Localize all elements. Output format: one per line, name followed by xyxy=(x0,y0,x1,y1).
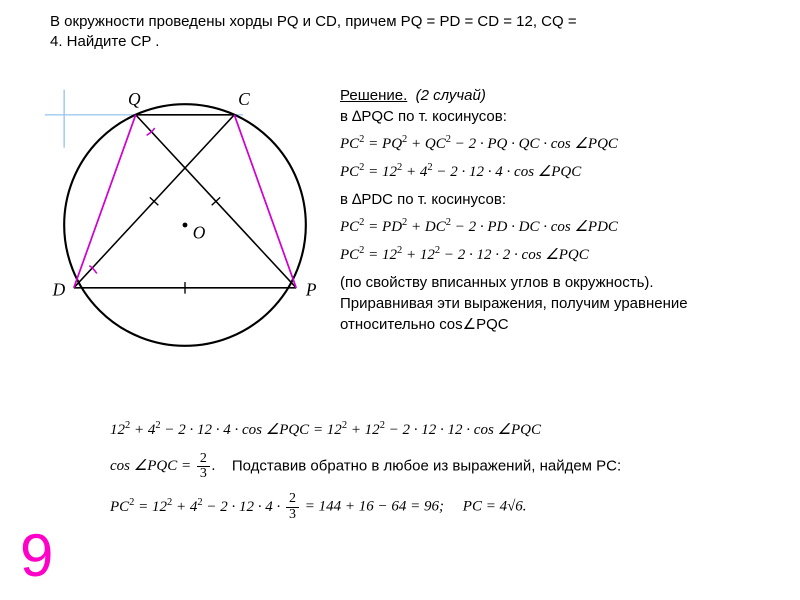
eq7-frac-den: 3 xyxy=(286,508,299,523)
wide-equations: 122 + 42 − 2 · 12 · 4 · cos ∠PQC = 122 +… xyxy=(100,412,760,528)
pdc-intro-text: в ∆PDC по т. косинусов: xyxy=(340,191,506,208)
solution-title: Решение. xyxy=(340,87,407,104)
equation-2: PC2 = 122 + 42 − 2 · 12 · 4 · cos ∠PQC xyxy=(340,161,770,183)
solution-title-line: Решение. (2 случай) xyxy=(340,85,770,106)
svg-text:D: D xyxy=(52,280,66,300)
pdc-intro: в ∆PDC по т. косинусов: xyxy=(340,189,770,210)
equation-1: PC2 = PQ2 + QC2 − 2 · PQ · QC · cos ∠PQC xyxy=(340,133,770,155)
svg-text:Q: Q xyxy=(128,89,141,109)
cos-tail: . xyxy=(212,458,216,474)
problem-line1: В окружности проведены хорды PQ и CD, пр… xyxy=(50,13,577,30)
eq7-pre: PC2 = 122 + 42 − 2 · 12 · 4 · xyxy=(110,499,284,515)
solution-block: Решение. (2 случай) в ∆PQC по т. косинус… xyxy=(340,85,770,335)
substitute-text: Подставив обратно в любое из выражений, … xyxy=(232,457,621,474)
problem-line2: 4. Найдите CP . xyxy=(50,33,159,50)
cos-prefix: cos ∠PQC = xyxy=(110,458,195,474)
eq7-post: = 144 + 16 − 64 = 96; PC = 4√6. xyxy=(301,499,527,515)
equation-4: PC2 = 122 + 122 − 2 · 12 · 2 · cos ∠PQC xyxy=(340,244,770,266)
cos-frac-den: 3 xyxy=(197,467,210,482)
cos-frac: 2 3 xyxy=(197,452,210,482)
equation-5: 122 + 42 − 2 · 12 · 4 · cos ∠PQC = 122 +… xyxy=(110,418,760,442)
case-label: (2 случай) xyxy=(416,87,486,104)
eq7-frac-num: 2 xyxy=(286,492,299,508)
svg-text:O: O xyxy=(193,223,206,243)
cos-frac-num: 2 xyxy=(197,452,210,468)
case-number: 9 xyxy=(20,521,53,590)
pqc-intro-text: в ∆PQC по т. косинусов: xyxy=(340,108,507,125)
svg-text:C: C xyxy=(238,89,250,109)
note-inscribed: (по свойству вписанных углов в окружност… xyxy=(340,272,770,293)
geometry-diagram: D P Q C O xyxy=(40,80,330,370)
pqc-intro: в ∆PQC по т. косинусов: xyxy=(340,106,770,127)
svg-text:P: P xyxy=(305,280,317,300)
equation-7: PC2 = 122 + 42 − 2 · 12 · 4 · 2 3 = 144 … xyxy=(110,492,760,522)
problem-statement: В окружности проведены хорды PQ и CD, пр… xyxy=(50,12,750,53)
cos-line: cos ∠PQC = 2 3 . Подставив обратно в люб… xyxy=(110,452,760,482)
note-equate: Приравнивая эти выражения, получим уравн… xyxy=(340,293,770,335)
equation-3: PC2 = PD2 + DC2 − 2 · PD · DC · cos ∠PDC xyxy=(340,216,770,238)
eq7-frac: 2 3 xyxy=(286,492,299,522)
